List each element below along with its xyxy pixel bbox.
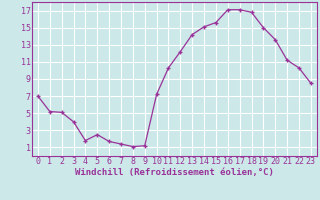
X-axis label: Windchill (Refroidissement éolien,°C): Windchill (Refroidissement éolien,°C)	[75, 168, 274, 177]
